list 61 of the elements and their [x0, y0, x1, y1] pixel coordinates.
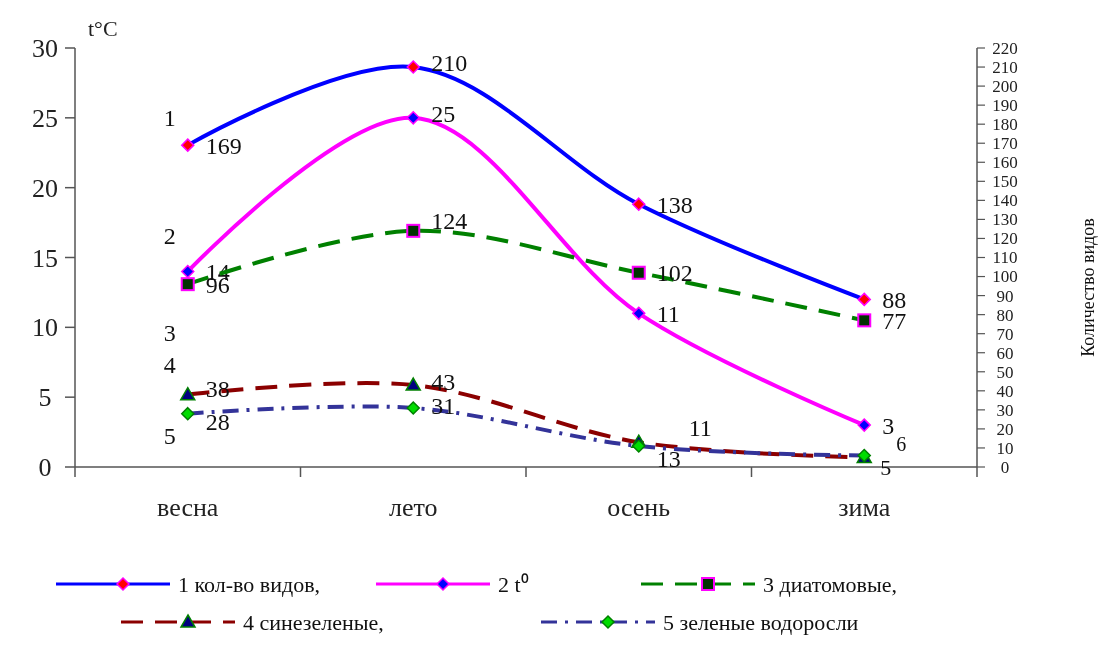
data-label: 13 — [656, 445, 681, 472]
y2-tick-label: 120 — [992, 229, 1018, 249]
y-tick-label: 5 — [38, 383, 52, 413]
data-label: 6 — [896, 432, 907, 455]
y2-tick-label: 160 — [992, 153, 1018, 173]
y-tick-label: 20 — [32, 173, 58, 203]
y2-tick-label: 60 — [996, 343, 1014, 363]
y2-tick-label: 70 — [996, 324, 1014, 344]
y-tick-label: 25 — [32, 103, 58, 133]
x-tick-label: лето — [388, 493, 438, 522]
data-label: 124 — [431, 208, 468, 235]
y2-tick-label: 210 — [992, 58, 1018, 77]
y2-tick-label: 140 — [992, 191, 1018, 211]
data-label: 3 — [882, 412, 895, 439]
y2-tick-label: 170 — [992, 134, 1018, 154]
data-label: 38 — [205, 376, 230, 403]
data-label: 169 — [205, 132, 242, 159]
y2-tick-label: 200 — [992, 77, 1018, 97]
legend-label: 1 кол-во видов, — [178, 571, 321, 597]
data-label: 11 — [688, 415, 712, 442]
y2-tick-label: 30 — [996, 400, 1014, 420]
data-label: 43 — [431, 368, 456, 395]
legend-label: 3 диатомовые, — [763, 571, 897, 597]
y-axis-title: t°C — [88, 16, 118, 41]
y-tick-label: 15 — [32, 243, 58, 273]
y2-tick-label: 100 — [992, 267, 1018, 287]
y2-axis-title: Количество видов — [1078, 218, 1098, 357]
y2-tick-label: 20 — [996, 419, 1014, 439]
data-label: 28 — [205, 409, 230, 436]
y2-tick-label: 190 — [992, 96, 1018, 116]
data-label: 11 — [656, 300, 680, 327]
y2-tick-label: 10 — [996, 438, 1014, 458]
y2-tick-label: 130 — [992, 210, 1018, 230]
annotation: 3 — [163, 319, 176, 346]
annotation: 1 — [163, 104, 176, 131]
annotation: 5 — [163, 423, 176, 450]
y2-tick-label: 40 — [996, 381, 1014, 401]
legend-label: 5 зеленые водоросли — [663, 609, 859, 635]
x-tick-label: весна — [157, 493, 219, 522]
data-label: 5 — [880, 455, 892, 481]
annotation: 4 — [163, 352, 176, 379]
y2-tick-label: 180 — [992, 115, 1018, 135]
annotation: 2 — [163, 222, 176, 249]
legend-label: 4 синезеленые, — [243, 609, 384, 635]
y2-tick-label: 110 — [992, 248, 1018, 268]
y2-tick-label: 80 — [996, 305, 1014, 325]
y-tick-label: 10 — [32, 313, 58, 343]
y-tick-label: 30 — [32, 34, 58, 64]
x-tick-label: зима — [838, 493, 891, 522]
data-label: 210 — [431, 50, 468, 77]
y2-tick-label: 90 — [996, 286, 1014, 306]
x-tick-label: осень — [607, 493, 671, 522]
y2-tick-label: 150 — [992, 172, 1018, 192]
data-label: 138 — [656, 191, 693, 218]
data-label: 102 — [656, 260, 693, 287]
y2-tick-label: 0 — [1000, 457, 1010, 477]
data-label: 25 — [431, 101, 456, 128]
y-tick-label: 0 — [38, 453, 52, 483]
y2-tick-label: 220 — [992, 38, 1018, 58]
legend-label: 2 t⁰ — [498, 571, 529, 597]
y2-tick-label: 50 — [996, 362, 1014, 382]
